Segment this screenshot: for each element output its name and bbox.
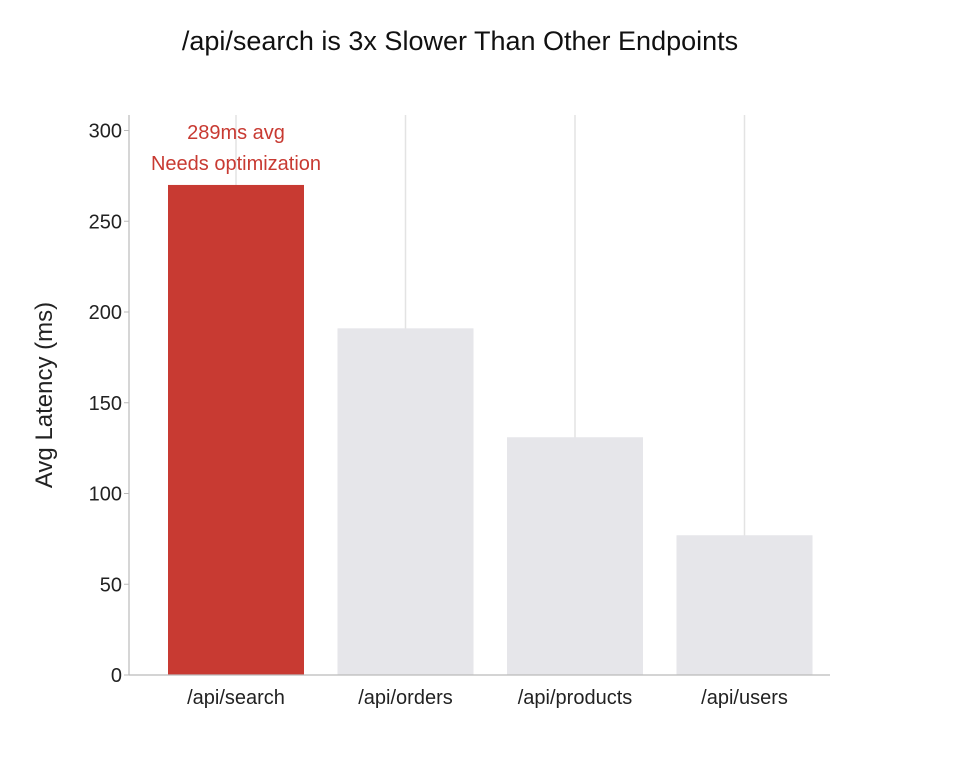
- y-tick-label: 50: [100, 574, 122, 596]
- annotation: 289ms avg Needs optimization: [151, 122, 321, 175]
- x-tick-label: /api/orders: [358, 687, 453, 709]
- bars: [168, 184, 813, 675]
- bar-api-orders: [337, 328, 474, 675]
- x-tick-label: /api/products: [518, 687, 633, 709]
- y-tick-label: 300: [89, 121, 122, 143]
- y-tick-label: 150: [89, 393, 122, 415]
- annotation-line: 289ms avg: [187, 122, 285, 144]
- y-tick-label: 100: [89, 484, 122, 506]
- bar-api-products: [507, 437, 643, 675]
- axes: [124, 115, 830, 676]
- x-tick-label: /api/search: [187, 687, 285, 709]
- x-tick-labels: /api/search/api/orders/api/products/api/…: [187, 687, 788, 709]
- y-tick-label: 0: [111, 665, 122, 687]
- y-tick-label: 250: [89, 211, 122, 233]
- bar-api-users: [676, 535, 813, 675]
- grid-lines: [235, 115, 746, 675]
- chart-title: /api/search is 3x Slower Than Other Endp…: [181, 26, 739, 56]
- x-tick-label: /api/users: [701, 687, 788, 709]
- annotation-line: Needs optimization: [151, 153, 321, 175]
- y-tick-labels: 0 50 100 150 200 250 300: [89, 121, 122, 688]
- y-axis-label: Avg Latency (ms): [31, 302, 58, 488]
- y-tick-label: 200: [89, 302, 122, 324]
- bar-api-search: [168, 184, 304, 675]
